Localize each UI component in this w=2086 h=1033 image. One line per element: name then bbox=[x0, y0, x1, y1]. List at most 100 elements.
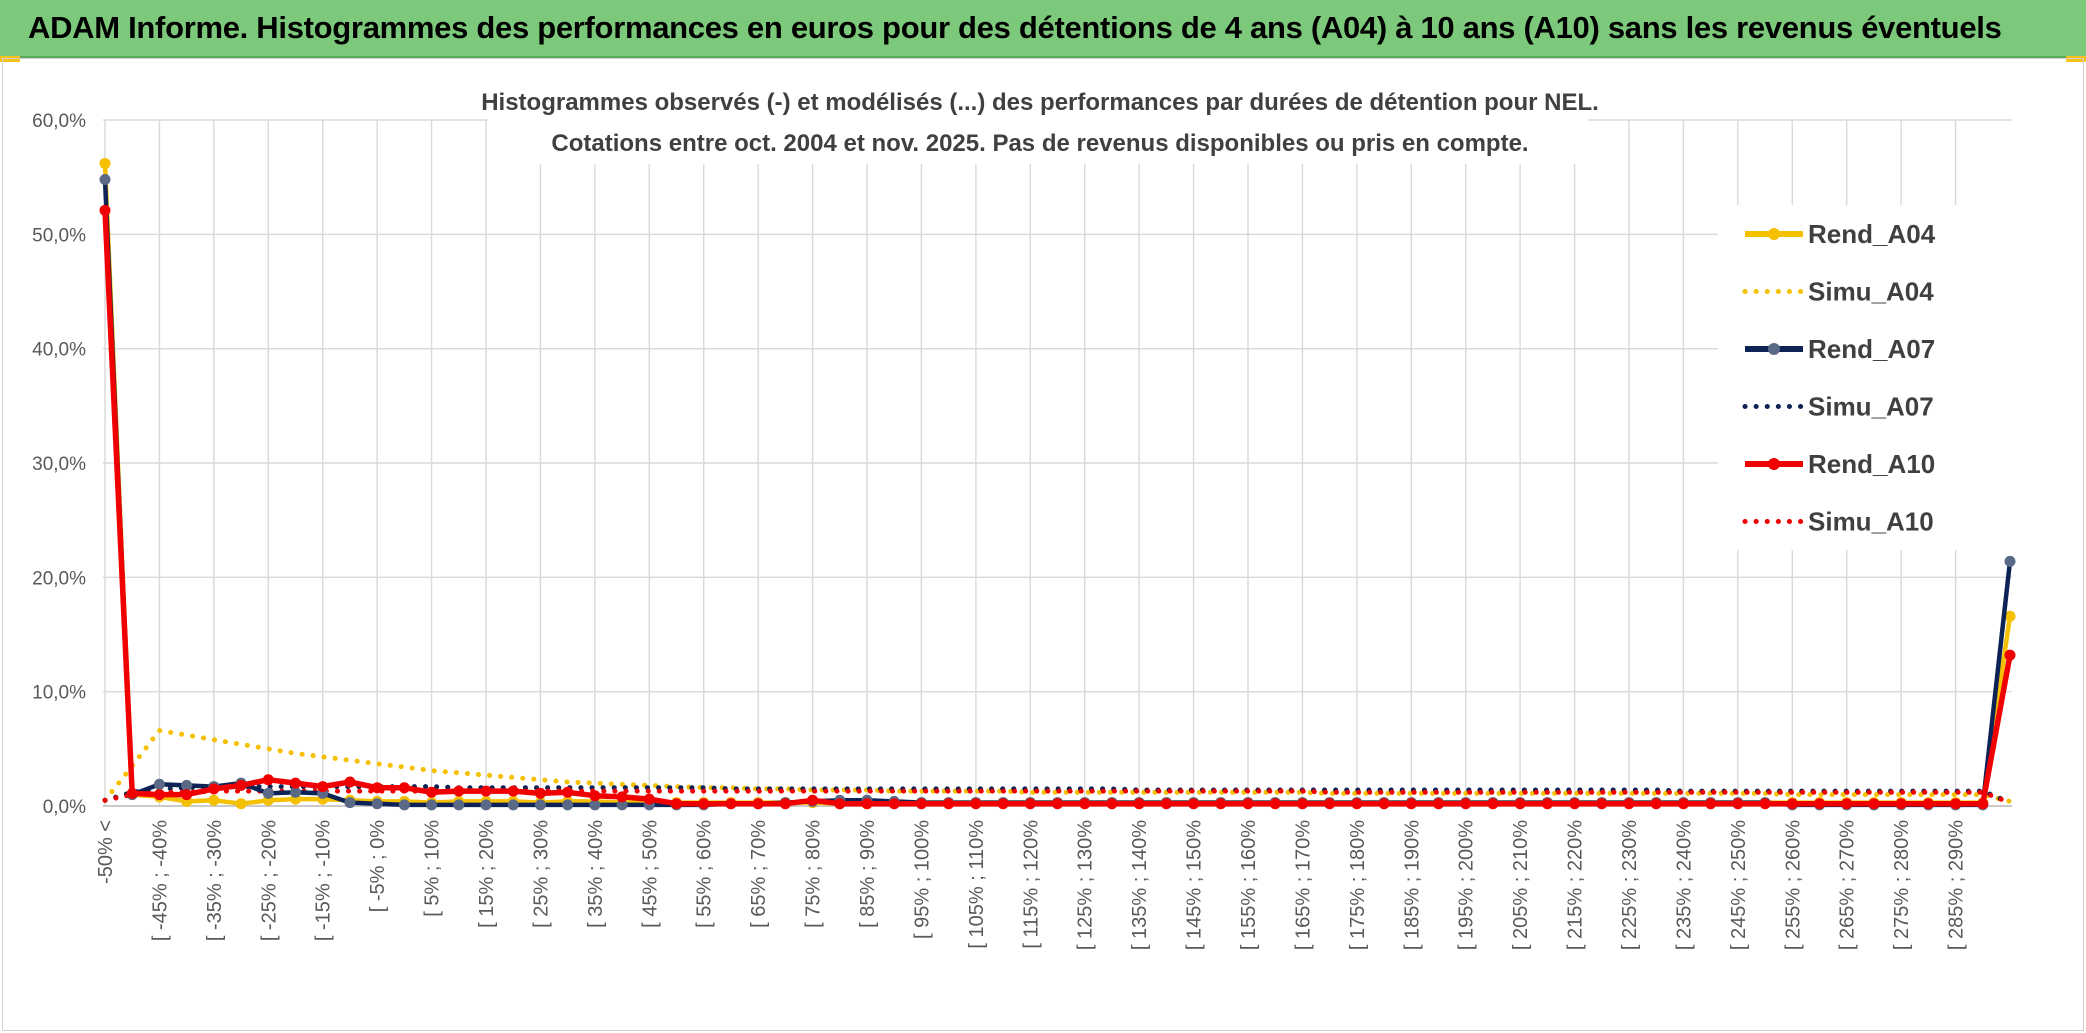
data-point bbox=[589, 790, 601, 802]
data-point bbox=[1487, 798, 1499, 810]
data-point bbox=[398, 782, 410, 794]
data-point bbox=[480, 799, 492, 811]
data-point bbox=[534, 799, 546, 811]
x-tick-label: [ 225% ; 230% bbox=[1619, 820, 1641, 950]
data-point bbox=[153, 789, 165, 801]
data-point bbox=[344, 797, 356, 809]
x-tick-label: [ 215% ; 220% bbox=[1565, 820, 1587, 950]
data-point bbox=[1378, 798, 1390, 810]
data-point bbox=[1269, 798, 1281, 810]
data-point bbox=[1024, 798, 1036, 810]
data-point bbox=[725, 798, 737, 810]
x-tick-label: [ 235% ; 240% bbox=[1673, 820, 1695, 950]
x-tick-label: [ 65% ; 70% bbox=[748, 820, 770, 928]
data-point bbox=[344, 776, 356, 788]
data-point bbox=[1732, 798, 1744, 810]
data-point bbox=[616, 791, 628, 803]
data-point bbox=[153, 778, 165, 790]
data-point bbox=[1868, 798, 1880, 810]
data-point bbox=[589, 799, 601, 811]
frame-corner-top-left bbox=[0, 56, 20, 62]
x-tick-label: [ 165% ; 170% bbox=[1292, 820, 1314, 950]
chart-subtitle: Cotations entre oct. 2004 et nov. 2025. … bbox=[551, 130, 1528, 157]
x-tick-label: [ 265% ; 270% bbox=[1837, 820, 1859, 950]
data-point bbox=[1786, 798, 1798, 810]
legend-background bbox=[1718, 205, 2018, 550]
data-point bbox=[99, 157, 111, 169]
series-Simu_A10 bbox=[102, 788, 2013, 806]
data-point bbox=[752, 798, 764, 810]
legend-label: Rend_A07 bbox=[1808, 334, 1935, 364]
data-point bbox=[1977, 798, 1989, 810]
data-point bbox=[834, 798, 846, 810]
data-point bbox=[1433, 798, 1444, 810]
x-tick-label: [ -15% ; -10% bbox=[313, 820, 335, 941]
x-tick-label: [ 275% ; 280% bbox=[1891, 820, 1913, 950]
chart-frame bbox=[2, 58, 2084, 1031]
data-point bbox=[126, 787, 138, 799]
x-tick-label: [ 15% ; 20% bbox=[476, 820, 498, 928]
data-point bbox=[2004, 649, 2016, 661]
data-point bbox=[1759, 798, 1771, 810]
data-point bbox=[507, 785, 519, 797]
series-line bbox=[102, 788, 2013, 806]
x-tick-label: [ 195% ; 200% bbox=[1456, 820, 1478, 950]
x-tick-label: [ 25% ; 30% bbox=[530, 820, 552, 928]
x-axis-tick-labels: -50% < [ -45% ; -40% [ -35% ; -30% [ -25% ;… bbox=[95, 820, 1968, 950]
y-tick-label: 40,0% bbox=[32, 340, 86, 361]
legend-marker bbox=[1768, 343, 1780, 355]
x-tick-label: [ 145% ; 150% bbox=[1184, 820, 1206, 950]
data-point bbox=[453, 799, 465, 811]
data-point bbox=[480, 785, 492, 797]
data-point bbox=[915, 798, 927, 810]
data-point bbox=[262, 774, 274, 786]
x-tick-label: [ 5% ; 10% bbox=[422, 820, 444, 917]
data-point bbox=[562, 799, 574, 811]
data-point bbox=[1841, 798, 1853, 810]
data-point bbox=[317, 781, 329, 793]
legend-marker bbox=[1768, 228, 1780, 240]
x-tick-label: [ 135% ; 140% bbox=[1129, 820, 1151, 950]
legend-marker bbox=[1768, 458, 1780, 470]
data-point bbox=[1460, 798, 1472, 810]
data-point bbox=[426, 786, 438, 798]
data-point bbox=[997, 798, 1009, 810]
data-point bbox=[616, 799, 628, 811]
y-tick-label: 10,0% bbox=[32, 683, 86, 704]
x-tick-label: [ 95% ; 100% bbox=[911, 820, 933, 939]
x-tick-label: [ 55% ; 60% bbox=[694, 820, 716, 928]
data-point bbox=[1596, 798, 1608, 810]
data-point bbox=[534, 787, 546, 799]
data-point bbox=[99, 173, 111, 185]
legend-item-Simu_A10: Simu_A10 bbox=[1742, 507, 1934, 537]
data-point bbox=[290, 786, 301, 798]
data-point bbox=[371, 782, 383, 794]
data-point bbox=[1106, 798, 1118, 810]
legend-item-Rend_A07: Rend_A07 bbox=[1745, 334, 1935, 364]
data-point bbox=[671, 798, 682, 810]
data-point bbox=[290, 777, 301, 789]
y-tick-label: 0,0% bbox=[43, 797, 86, 818]
data-point bbox=[1351, 798, 1363, 810]
legend-item-Rend_A10: Rend_A10 bbox=[1745, 449, 1935, 479]
x-tick-label: [ 75% ; 80% bbox=[803, 820, 825, 928]
data-point bbox=[426, 799, 438, 811]
x-tick-label: [ 85% ; 90% bbox=[857, 820, 879, 928]
data-point bbox=[970, 798, 982, 810]
y-axis-tick-labels: 0,0% 10,0% 20,0% 30,0% 40,0% 50,0% 60,0% bbox=[32, 111, 86, 818]
data-point bbox=[1052, 798, 1063, 810]
legend-item-Simu_A07: Simu_A07 bbox=[1742, 392, 1934, 422]
data-point bbox=[1079, 798, 1091, 810]
data-point bbox=[1895, 798, 1907, 810]
legend-label: Simu_A10 bbox=[1808, 507, 1934, 537]
data-point bbox=[453, 785, 465, 797]
data-point bbox=[1405, 798, 1417, 810]
data-point bbox=[861, 798, 873, 810]
chart-series-group bbox=[99, 157, 2016, 811]
y-tick-label: 30,0% bbox=[32, 454, 86, 475]
x-tick-label: [ 285% ; 290% bbox=[1946, 820, 1968, 950]
x-tick-label: [ 245% ; 250% bbox=[1728, 820, 1750, 950]
y-tick-label: 50,0% bbox=[32, 225, 86, 246]
x-tick-label: [ -45% ; -40% bbox=[149, 820, 171, 941]
